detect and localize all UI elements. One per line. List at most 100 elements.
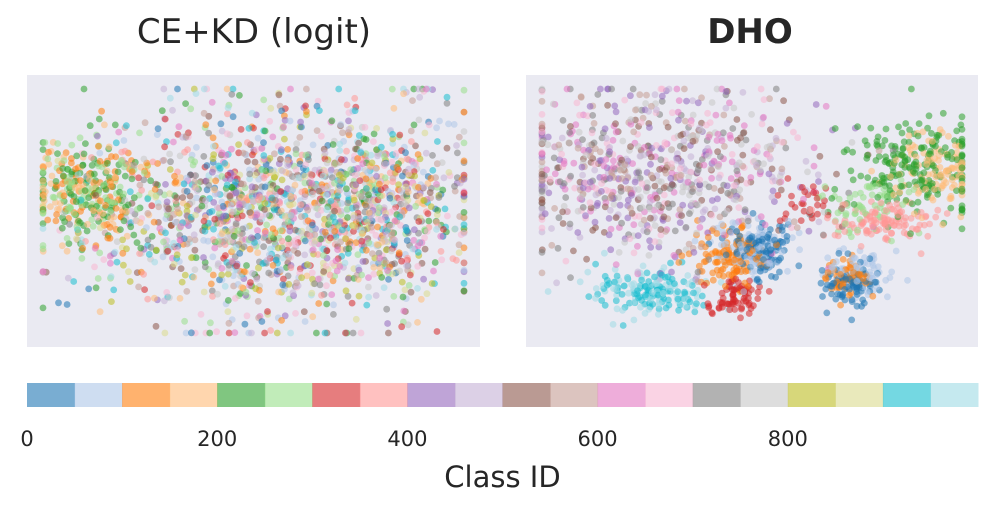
scatter-point (232, 178, 239, 186)
scatter-point (265, 269, 273, 277)
scatter-point (934, 206, 942, 214)
scatter-point (133, 206, 141, 213)
scatter-point (908, 85, 915, 93)
scatter-point (423, 228, 431, 235)
scatter-point (388, 85, 396, 93)
scatter-point (83, 227, 91, 235)
scatter-point (191, 236, 199, 244)
scatter-point (745, 236, 753, 244)
scatter-point (289, 289, 297, 297)
scatter-point (772, 85, 780, 93)
scatter-point (799, 200, 807, 208)
scatter-point (163, 138, 170, 146)
scatter-point (689, 188, 696, 196)
scatter-point (111, 173, 119, 181)
scatter-point (647, 243, 655, 251)
scatter-point (79, 162, 87, 169)
scatter-point (882, 226, 890, 234)
scatter-point (249, 196, 257, 204)
scatter-point (686, 298, 694, 306)
scatter-point (641, 291, 649, 299)
scatter-point (350, 196, 358, 204)
scatter-point (39, 146, 47, 154)
colorbar-segment (882, 383, 931, 407)
scatter-point (443, 144, 451, 152)
scatter-point (632, 106, 639, 114)
scatter-point (842, 212, 850, 219)
scatter-point (181, 271, 189, 279)
scatter-point (709, 269, 717, 277)
scatter-point (548, 225, 555, 232)
scatter-point (417, 295, 425, 303)
scatter-point (79, 244, 87, 252)
scatter-point (433, 226, 440, 233)
scatter-point (836, 291, 844, 299)
scatter-point (561, 185, 569, 193)
scatter-point (585, 293, 593, 300)
scatter-point (734, 136, 741, 144)
scatter-point (689, 137, 697, 145)
scatter-point (152, 322, 160, 330)
scatter-point (566, 220, 574, 228)
scatter-point (722, 88, 730, 95)
scatter-point (108, 153, 115, 160)
scatter-point (315, 300, 323, 307)
scatter-point (455, 133, 463, 141)
scatter-point (407, 288, 415, 296)
scatter-point (297, 229, 305, 237)
scatter-point (645, 107, 652, 115)
scatter-point (99, 210, 107, 217)
scatter-point (628, 281, 635, 288)
scatter-point (388, 158, 396, 166)
scatter-point (320, 268, 328, 275)
scatter-point (357, 193, 365, 200)
scatter-point (182, 100, 190, 107)
scatter-point (330, 311, 337, 318)
scatter-point (140, 155, 148, 163)
colorbar-segment (264, 383, 313, 407)
scatter-point (176, 295, 184, 302)
scatter-point (106, 234, 114, 242)
scatter-point (232, 243, 240, 251)
scatter-point (658, 97, 666, 105)
scatter-point (241, 320, 249, 328)
scatter-point (269, 133, 277, 141)
scatter-point (285, 240, 293, 248)
scatter-point (606, 206, 614, 214)
scatter-point (215, 162, 223, 170)
scatter-point (880, 185, 888, 193)
scatter-point (667, 259, 674, 267)
scatter-point (321, 149, 329, 157)
scatter-point (209, 134, 217, 142)
scatter-point (281, 135, 288, 143)
scatter-point (738, 223, 746, 231)
scatter-point (111, 121, 119, 129)
scatter-point (789, 234, 796, 242)
scatter-point (784, 267, 791, 275)
scatter-point (861, 254, 868, 262)
scatter-point (621, 96, 629, 104)
scatter-point (944, 151, 951, 159)
scatter-point (768, 273, 775, 280)
scatter-point (538, 139, 546, 146)
scatter-point (303, 261, 311, 268)
scatter-point (393, 163, 401, 171)
scatter-point (875, 147, 883, 155)
scatter-point (747, 174, 755, 181)
scatter-point (223, 181, 231, 189)
scatter-point (741, 279, 749, 287)
scatter-point (212, 177, 220, 185)
scatter-point (385, 276, 392, 283)
scatter-point (321, 329, 329, 337)
scatter-point (247, 279, 254, 286)
scatter-point (68, 155, 75, 162)
scatter-point (108, 183, 115, 191)
scatter-point (365, 191, 372, 199)
scatter-point (414, 263, 422, 270)
scatter-point (757, 264, 765, 272)
scatter-point (892, 247, 900, 255)
scatter-point (453, 142, 460, 149)
scatter-point (755, 224, 763, 232)
scatter-point (363, 301, 371, 309)
scatter-point (958, 206, 966, 214)
